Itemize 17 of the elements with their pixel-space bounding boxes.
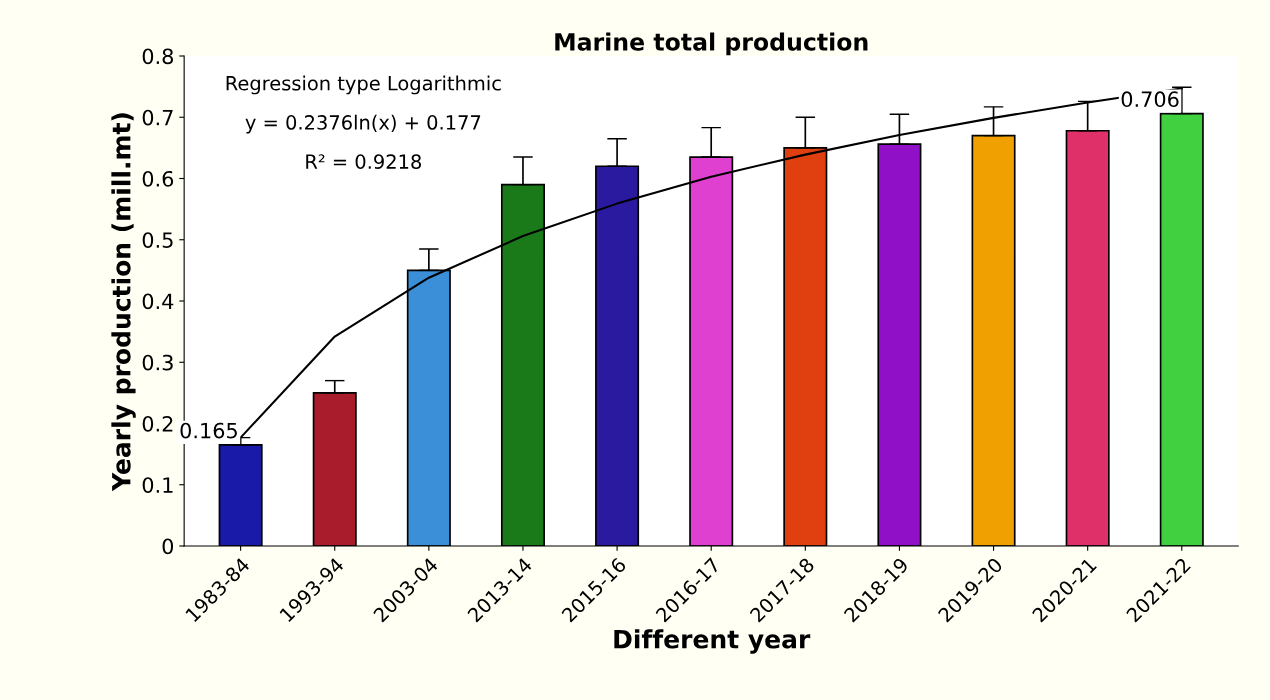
y-axis-title: Yearly production (mill.mt): [111, 113, 136, 492]
y-tick-label: 0.6: [142, 170, 174, 187]
y-tick-label: 0.4: [142, 293, 174, 310]
y-tick-label: 0.7: [142, 109, 173, 126]
chart-title: Marine total production: [555, 32, 868, 56]
y-tick-label: 0.5: [142, 232, 173, 248]
annotation: Regression type Logarithmic: [226, 75, 501, 95]
annotation: R² = 0.9218: [306, 154, 422, 169]
y-tick-label: 0.3: [142, 354, 173, 371]
y-tick-label: 0.8: [142, 48, 173, 65]
annotation: y = 0.2376ln(x) + 0.177: [245, 114, 481, 134]
data-label: 0.706: [1121, 91, 1179, 108]
y-tick-label: 0.1: [142, 477, 173, 493]
x-axis-title: Different year: [614, 629, 811, 654]
y-tick-label: 0.2: [142, 415, 173, 432]
y-tick-label: 0: [162, 538, 174, 555]
data-label: 0.165: [180, 422, 237, 439]
